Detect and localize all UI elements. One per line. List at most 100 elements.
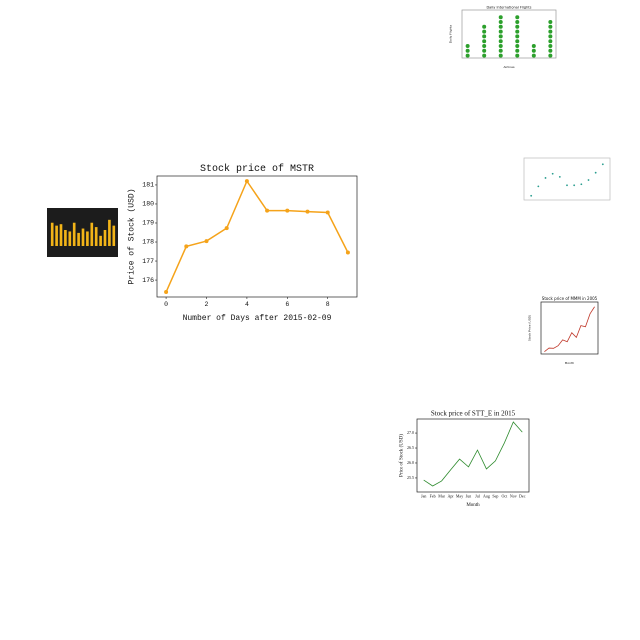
- dot: [515, 44, 520, 48]
- x-tick-label: 6: [285, 301, 289, 308]
- x-axis-label: Month: [466, 503, 480, 508]
- dot-column: [531, 44, 536, 58]
- dot: [515, 29, 520, 34]
- y-axis-label: Stock Price (USD): [528, 315, 532, 341]
- dot: [482, 39, 487, 44]
- x-axis-label: Airlines: [503, 65, 515, 69]
- x-tick-label: 2: [205, 301, 209, 308]
- dot: [498, 29, 503, 34]
- dot: [498, 24, 503, 29]
- dot: [482, 44, 487, 48]
- bar: [64, 230, 67, 246]
- dot: [548, 53, 553, 58]
- dot: [531, 48, 536, 53]
- y-tick-label: 25.5: [407, 475, 414, 480]
- dot: [515, 24, 520, 29]
- chart: Stock price of STT_E in 2015 Month Price o…: [399, 409, 530, 508]
- point: [580, 183, 583, 186]
- y-tick-label: 27.0: [407, 430, 414, 435]
- dot: [498, 15, 503, 20]
- dot: [465, 53, 470, 58]
- x-tick-label: Jul: [475, 493, 481, 498]
- x-tick-label: Apr: [447, 493, 454, 498]
- axes-frame: [540, 301, 599, 355]
- dot: [515, 39, 520, 44]
- point: [265, 208, 270, 213]
- y-axis-label: Price of Stock (USD): [399, 434, 404, 477]
- bar: [77, 232, 80, 246]
- y-tick-label: 178: [142, 239, 154, 246]
- dot-column: [548, 20, 553, 58]
- x-tick-label: Feb: [430, 493, 436, 498]
- bar: [59, 224, 63, 246]
- chart: [523, 157, 611, 201]
- dot: [515, 15, 520, 20]
- chart-title: Stock price of STT_E in 2015: [431, 409, 516, 417]
- dot: [515, 53, 520, 58]
- point: [184, 244, 189, 249]
- point: [204, 239, 209, 244]
- dot: [498, 39, 503, 44]
- dot-column: [515, 15, 520, 58]
- dot: [548, 29, 553, 34]
- dot: [548, 20, 553, 24]
- x-axis-label: Month: [565, 361, 575, 365]
- bar: [94, 227, 98, 246]
- bar: [99, 235, 102, 246]
- dot-column: [465, 44, 470, 58]
- point: [587, 179, 590, 181]
- point: [325, 210, 330, 215]
- dot: [482, 34, 487, 39]
- line-series: [423, 421, 523, 487]
- point: [345, 250, 350, 255]
- dot: [515, 48, 520, 53]
- dot: [548, 39, 553, 44]
- axes-frame: [523, 157, 611, 201]
- bar: [86, 231, 89, 246]
- bar: [50, 222, 54, 246]
- x-tick-label: Oct: [501, 493, 508, 498]
- point: [224, 226, 229, 231]
- dot: [465, 48, 470, 53]
- dot: [548, 34, 553, 39]
- point: [573, 184, 576, 187]
- dot: [498, 44, 503, 48]
- dot: [498, 20, 503, 24]
- dot: [548, 44, 553, 48]
- x-tick-label: Nov: [510, 493, 517, 498]
- y-tick-label: 181: [142, 182, 154, 189]
- dot: [515, 20, 520, 24]
- bar: [81, 228, 85, 246]
- dot: [482, 24, 487, 29]
- axes-frame: [156, 175, 358, 298]
- axes-frame: [461, 9, 557, 59]
- dot: [498, 53, 503, 58]
- y-tick-label: 180: [142, 201, 154, 208]
- dot: [548, 48, 553, 53]
- dot-column: [482, 24, 487, 58]
- point: [305, 209, 310, 214]
- point: [164, 290, 169, 295]
- line-series: [165, 179, 349, 293]
- bar: [103, 230, 107, 246]
- x-tick-label: 4: [245, 301, 249, 308]
- y-axis-label: Daily Flights: [449, 24, 453, 43]
- x-tick-label: 0: [164, 301, 168, 308]
- y-tick-label: 26.5: [407, 445, 414, 450]
- bar: [55, 225, 58, 246]
- x-tick-label: Mar: [438, 493, 445, 498]
- bar: [68, 231, 72, 246]
- point: [244, 179, 249, 184]
- point: [566, 184, 568, 187]
- y-axis-label: Price of Stock (USD): [128, 188, 137, 284]
- chart-title: Stock price of MMM in 2005: [542, 296, 598, 301]
- dot: [531, 53, 536, 58]
- chart: Stock price of MMM in 2005 Month Stock Pri…: [528, 296, 599, 365]
- point: [544, 177, 547, 179]
- point: [551, 172, 554, 175]
- y-tick-label: 177: [142, 258, 154, 265]
- axes-frame: [416, 418, 530, 493]
- dot-column: [498, 15, 503, 58]
- dot: [548, 24, 553, 29]
- dot: [482, 53, 487, 58]
